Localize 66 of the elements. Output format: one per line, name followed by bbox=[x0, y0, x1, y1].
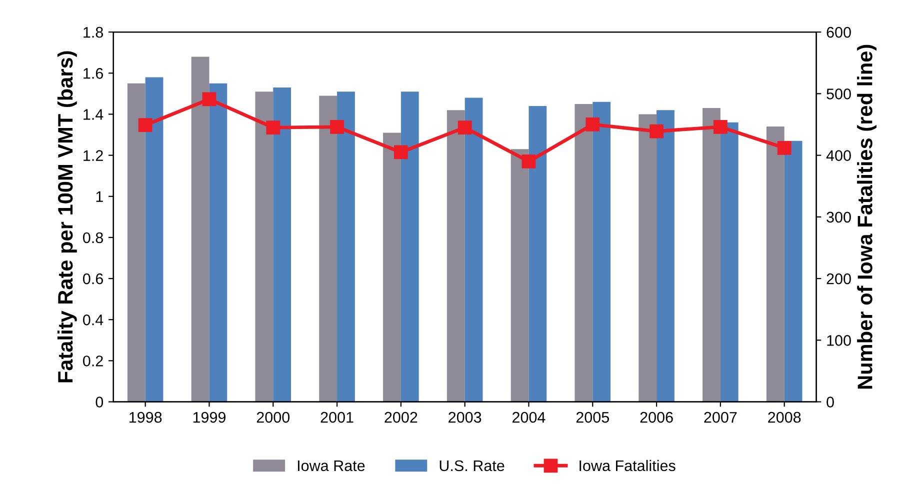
x-tick-label: 1998 bbox=[130, 412, 162, 423]
y-tick-label: 1.4 bbox=[84, 109, 104, 120]
bar bbox=[191, 56, 210, 402]
point bbox=[650, 124, 664, 138]
bar bbox=[510, 149, 529, 402]
bar bbox=[383, 132, 401, 402]
y2-tick-label: 400 bbox=[826, 150, 851, 161]
x-tick-label: 2001 bbox=[320, 412, 354, 423]
point bbox=[777, 140, 792, 155]
bar bbox=[255, 92, 274, 402]
x-tick-label: 2008 bbox=[768, 412, 801, 423]
point bbox=[714, 120, 728, 134]
y-axis-title: Fatality Rate per 100M VMT (bars) bbox=[57, 51, 77, 382]
bar bbox=[446, 110, 465, 402]
y2-axis-title: Number of Iowa Fatalities (red line) bbox=[857, 44, 876, 389]
bar bbox=[656, 110, 674, 402]
bar bbox=[464, 98, 483, 402]
bar bbox=[209, 83, 228, 402]
y-tick-label: 0.2 bbox=[83, 356, 103, 366]
bar bbox=[720, 122, 738, 402]
bar bbox=[574, 104, 593, 402]
y2-tick-label: 600 bbox=[826, 26, 851, 38]
bar bbox=[702, 108, 720, 402]
y-tick-label: 1.8 bbox=[84, 26, 103, 38]
x-tick-label: 2002 bbox=[384, 412, 418, 423]
legend-label: Iowa Rate bbox=[298, 460, 365, 472]
y-tick-label: 1 bbox=[96, 191, 103, 202]
bar bbox=[766, 126, 784, 402]
x-tick-label: 2007 bbox=[704, 412, 737, 423]
bar bbox=[145, 77, 164, 402]
bar bbox=[638, 114, 657, 402]
x-tick-label: 2000 bbox=[256, 412, 290, 423]
point bbox=[522, 154, 536, 168]
bar bbox=[784, 140, 802, 402]
bar bbox=[127, 83, 146, 402]
legend-label: Iowa Fatalities bbox=[580, 460, 676, 472]
point bbox=[458, 120, 472, 135]
x-tick-label: 2004 bbox=[512, 412, 546, 423]
x-tick-label: 2003 bbox=[448, 412, 482, 423]
y-tick-label: 0.6 bbox=[83, 273, 103, 284]
x-tick-label: 1999 bbox=[193, 412, 226, 423]
point bbox=[394, 145, 408, 160]
y-tick-label: 1.2 bbox=[84, 150, 103, 161]
y2-tick-label: 300 bbox=[826, 212, 851, 223]
point bbox=[266, 120, 280, 135]
bar bbox=[400, 92, 419, 402]
bar bbox=[337, 92, 355, 402]
y-tick-label: 1.6 bbox=[84, 68, 103, 79]
y-tick-label: 0.4 bbox=[83, 314, 104, 326]
y2-tick-label: 200 bbox=[826, 273, 851, 284]
y2-tick-label: 100 bbox=[827, 335, 851, 346]
bar bbox=[592, 102, 611, 402]
y-tick-label: 0 bbox=[96, 396, 104, 408]
y2-tick-label: 0 bbox=[826, 396, 834, 408]
point bbox=[202, 92, 216, 106]
x-tick-label: 2005 bbox=[576, 412, 609, 423]
point bbox=[586, 118, 600, 132]
y2-tick-label: 500 bbox=[826, 88, 851, 100]
bar bbox=[319, 96, 338, 402]
x-tick-label: 2006 bbox=[640, 412, 673, 423]
bar bbox=[273, 88, 292, 402]
legend-label: U.S. Rate bbox=[440, 460, 504, 472]
y-tick-label: 0.8 bbox=[83, 232, 103, 244]
bar bbox=[528, 106, 547, 402]
point bbox=[330, 120, 344, 134]
point bbox=[138, 118, 152, 132]
